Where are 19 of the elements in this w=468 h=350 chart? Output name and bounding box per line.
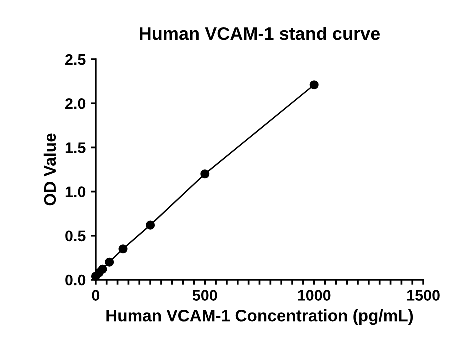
point xyxy=(310,80,319,90)
y-axis-title: OD Value xyxy=(44,134,56,206)
point xyxy=(98,264,108,274)
point xyxy=(200,170,210,179)
y-tick-label: 1.0 xyxy=(66,186,86,198)
x-tick-label: 1500 xyxy=(408,290,440,301)
x-tick-label: 500 xyxy=(192,290,218,301)
y-tick-label: 2.5 xyxy=(66,54,86,66)
x-tick-label: 0 xyxy=(92,290,100,301)
x-tick-label: 1000 xyxy=(298,290,331,301)
y-tick-label: 2.0 xyxy=(66,98,86,110)
y-tick-label: 1.5 xyxy=(66,142,86,154)
point xyxy=(146,220,156,230)
x-axis-title: Human VCAM-1 Concentration (pg/mL) xyxy=(106,310,414,326)
y-tick-label: 0.0 xyxy=(66,274,86,286)
y-tick-label: 0.5 xyxy=(66,230,86,242)
point xyxy=(105,258,114,267)
chart-title: Human VCAM-1 stand curve xyxy=(140,26,380,40)
point xyxy=(118,244,128,254)
